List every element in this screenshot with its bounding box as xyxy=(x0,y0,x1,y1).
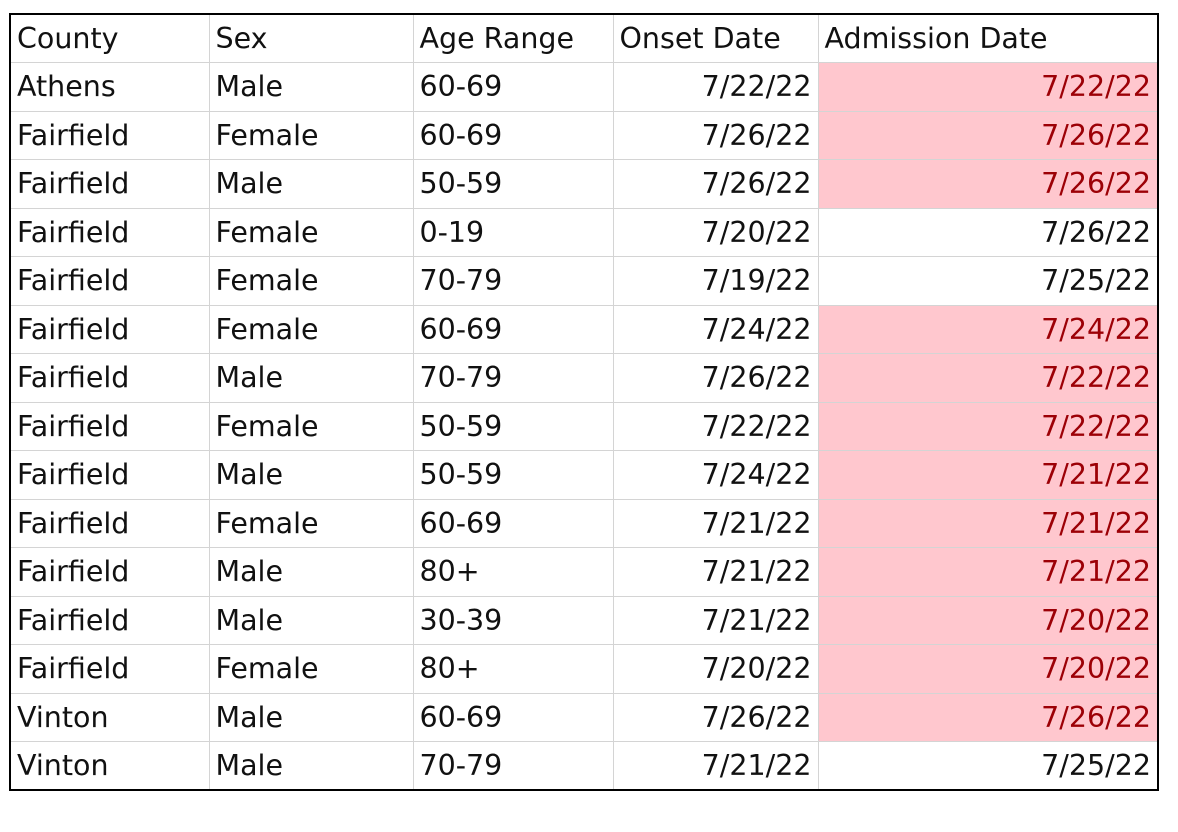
table-row: Fairfield Female 60-69 7/24/22 7/24/22 xyxy=(9,304,1159,354)
cell-admission-date[interactable]: 7/22/22 xyxy=(817,62,1159,112)
table-row: Fairfield Male 50-59 7/24/22 7/21/22 xyxy=(9,450,1159,500)
cell-sex[interactable]: Female xyxy=(208,110,414,160)
table-row: Vinton Male 70-79 7/21/22 7/25/22 xyxy=(9,741,1159,791)
cell-onset-date[interactable]: 7/26/22 xyxy=(612,692,819,742)
table-row: Fairfield Male 70-79 7/26/22 7/22/22 xyxy=(9,353,1159,403)
cell-county[interactable]: Fairfield xyxy=(9,256,210,306)
cell-sex[interactable]: Male xyxy=(208,595,414,645)
cell-admission-date[interactable]: 7/20/22 xyxy=(817,644,1159,694)
cell-age-range[interactable]: 60-69 xyxy=(412,692,614,742)
header-cell-onset-date[interactable]: Onset Date xyxy=(612,13,819,63)
cell-admission-date[interactable]: 7/22/22 xyxy=(817,401,1159,451)
cell-county[interactable]: Fairfield xyxy=(9,498,210,548)
cell-admission-date[interactable]: 7/25/22 xyxy=(817,741,1159,791)
cell-sex[interactable]: Female xyxy=(208,304,414,354)
cell-admission-date[interactable]: 7/24/22 xyxy=(817,304,1159,354)
cell-county[interactable]: Athens xyxy=(9,62,210,112)
table-row: Fairfield Female 60-69 7/26/22 7/26/22 xyxy=(9,110,1159,160)
header-row: County Sex Age Range Onset Date Admissio… xyxy=(9,13,1159,63)
spreadsheet-body: County Sex Age Range Onset Date Admissio… xyxy=(9,13,1159,791)
table-row: Fairfield Female 70-79 7/19/22 7/25/22 xyxy=(9,256,1159,306)
cell-onset-date[interactable]: 7/22/22 xyxy=(612,401,819,451)
cell-onset-date[interactable]: 7/22/22 xyxy=(612,62,819,112)
cell-age-range[interactable]: 0-19 xyxy=(412,207,614,257)
spreadsheet-table: County Sex Age Range Onset Date Admissio… xyxy=(9,13,1159,791)
cell-onset-date[interactable]: 7/21/22 xyxy=(612,498,819,548)
cell-sex[interactable]: Male xyxy=(208,159,414,209)
cell-admission-date[interactable]: 7/21/22 xyxy=(817,450,1159,500)
cell-age-range[interactable]: 50-59 xyxy=(412,159,614,209)
cell-sex[interactable]: Female xyxy=(208,207,414,257)
cell-onset-date[interactable]: 7/21/22 xyxy=(612,547,819,597)
cell-sex[interactable]: Male xyxy=(208,62,414,112)
cell-admission-date[interactable]: 7/26/22 xyxy=(817,110,1159,160)
cell-admission-date[interactable]: 7/25/22 xyxy=(817,256,1159,306)
cell-age-range[interactable]: 80+ xyxy=(412,644,614,694)
cell-age-range[interactable]: 50-59 xyxy=(412,401,614,451)
table-row: Vinton Male 60-69 7/26/22 7/26/22 xyxy=(9,692,1159,742)
cell-county[interactable]: Fairfield xyxy=(9,450,210,500)
cell-onset-date[interactable]: 7/19/22 xyxy=(612,256,819,306)
cell-onset-date[interactable]: 7/26/22 xyxy=(612,353,819,403)
cell-onset-date[interactable]: 7/20/22 xyxy=(612,644,819,694)
cell-sex[interactable]: Male xyxy=(208,547,414,597)
header-cell-age-range[interactable]: Age Range xyxy=(412,13,614,63)
cell-age-range[interactable]: 60-69 xyxy=(412,498,614,548)
cell-admission-date[interactable]: 7/22/22 xyxy=(817,353,1159,403)
cell-county[interactable]: Fairfield xyxy=(9,547,210,597)
cell-sex[interactable]: Male xyxy=(208,692,414,742)
cell-sex[interactable]: Male xyxy=(208,353,414,403)
cell-onset-date[interactable]: 7/21/22 xyxy=(612,595,819,645)
table-row: Fairfield Male 80+ 7/21/22 7/21/22 xyxy=(9,547,1159,597)
table-row: Fairfield Female 0-19 7/20/22 7/26/22 xyxy=(9,207,1159,257)
cell-sex[interactable]: Female xyxy=(208,498,414,548)
cell-sex[interactable]: Female xyxy=(208,644,414,694)
cell-sex[interactable]: Male xyxy=(208,741,414,791)
cell-county[interactable]: Fairfield xyxy=(9,353,210,403)
cell-onset-date[interactable]: 7/26/22 xyxy=(612,110,819,160)
cell-admission-date[interactable]: 7/21/22 xyxy=(817,498,1159,548)
cell-age-range[interactable]: 70-79 xyxy=(412,741,614,791)
cell-county[interactable]: Fairfield xyxy=(9,595,210,645)
cell-admission-date[interactable]: 7/26/22 xyxy=(817,692,1159,742)
cell-admission-date[interactable]: 7/20/22 xyxy=(817,595,1159,645)
cell-county[interactable]: Fairfield xyxy=(9,207,210,257)
header-cell-county[interactable]: County xyxy=(9,13,210,63)
table-row: Fairfield Female 50-59 7/22/22 7/22/22 xyxy=(9,401,1159,451)
cell-onset-date[interactable]: 7/24/22 xyxy=(612,450,819,500)
cell-onset-date[interactable]: 7/24/22 xyxy=(612,304,819,354)
cell-county[interactable]: Vinton xyxy=(9,692,210,742)
table-row: Fairfield Male 50-59 7/26/22 7/26/22 xyxy=(9,159,1159,209)
cell-county[interactable]: Vinton xyxy=(9,741,210,791)
cell-age-range[interactable]: 70-79 xyxy=(412,353,614,403)
table-row: Fairfield Female 80+ 7/20/22 7/20/22 xyxy=(9,644,1159,694)
cell-county[interactable]: Fairfield xyxy=(9,159,210,209)
cell-age-range[interactable]: 50-59 xyxy=(412,450,614,500)
header-cell-sex[interactable]: Sex xyxy=(208,13,414,63)
cell-county[interactable]: Fairfield xyxy=(9,401,210,451)
cell-county[interactable]: Fairfield xyxy=(9,644,210,694)
cell-age-range[interactable]: 80+ xyxy=(412,547,614,597)
cell-age-range[interactable]: 30-39 xyxy=(412,595,614,645)
cell-age-range[interactable]: 60-69 xyxy=(412,110,614,160)
table-row: Fairfield Male 30-39 7/21/22 7/20/22 xyxy=(9,595,1159,645)
cell-county[interactable]: Fairfield xyxy=(9,304,210,354)
cell-admission-date[interactable]: 7/21/22 xyxy=(817,547,1159,597)
table-row: Athens Male 60-69 7/22/22 7/22/22 xyxy=(9,62,1159,112)
header-cell-admission-date[interactable]: Admission Date xyxy=(817,13,1159,63)
table-row: Fairfield Female 60-69 7/21/22 7/21/22 xyxy=(9,498,1159,548)
cell-admission-date[interactable]: 7/26/22 xyxy=(817,207,1159,257)
cell-sex[interactable]: Female xyxy=(208,401,414,451)
cell-age-range[interactable]: 70-79 xyxy=(412,256,614,306)
cell-age-range[interactable]: 60-69 xyxy=(412,304,614,354)
cell-onset-date[interactable]: 7/21/22 xyxy=(612,741,819,791)
cell-sex[interactable]: Female xyxy=(208,256,414,306)
cell-county[interactable]: Fairfield xyxy=(9,110,210,160)
cell-onset-date[interactable]: 7/26/22 xyxy=(612,159,819,209)
cell-sex[interactable]: Male xyxy=(208,450,414,500)
cell-age-range[interactable]: 60-69 xyxy=(412,62,614,112)
cell-onset-date[interactable]: 7/20/22 xyxy=(612,207,819,257)
cell-admission-date[interactable]: 7/26/22 xyxy=(817,159,1159,209)
